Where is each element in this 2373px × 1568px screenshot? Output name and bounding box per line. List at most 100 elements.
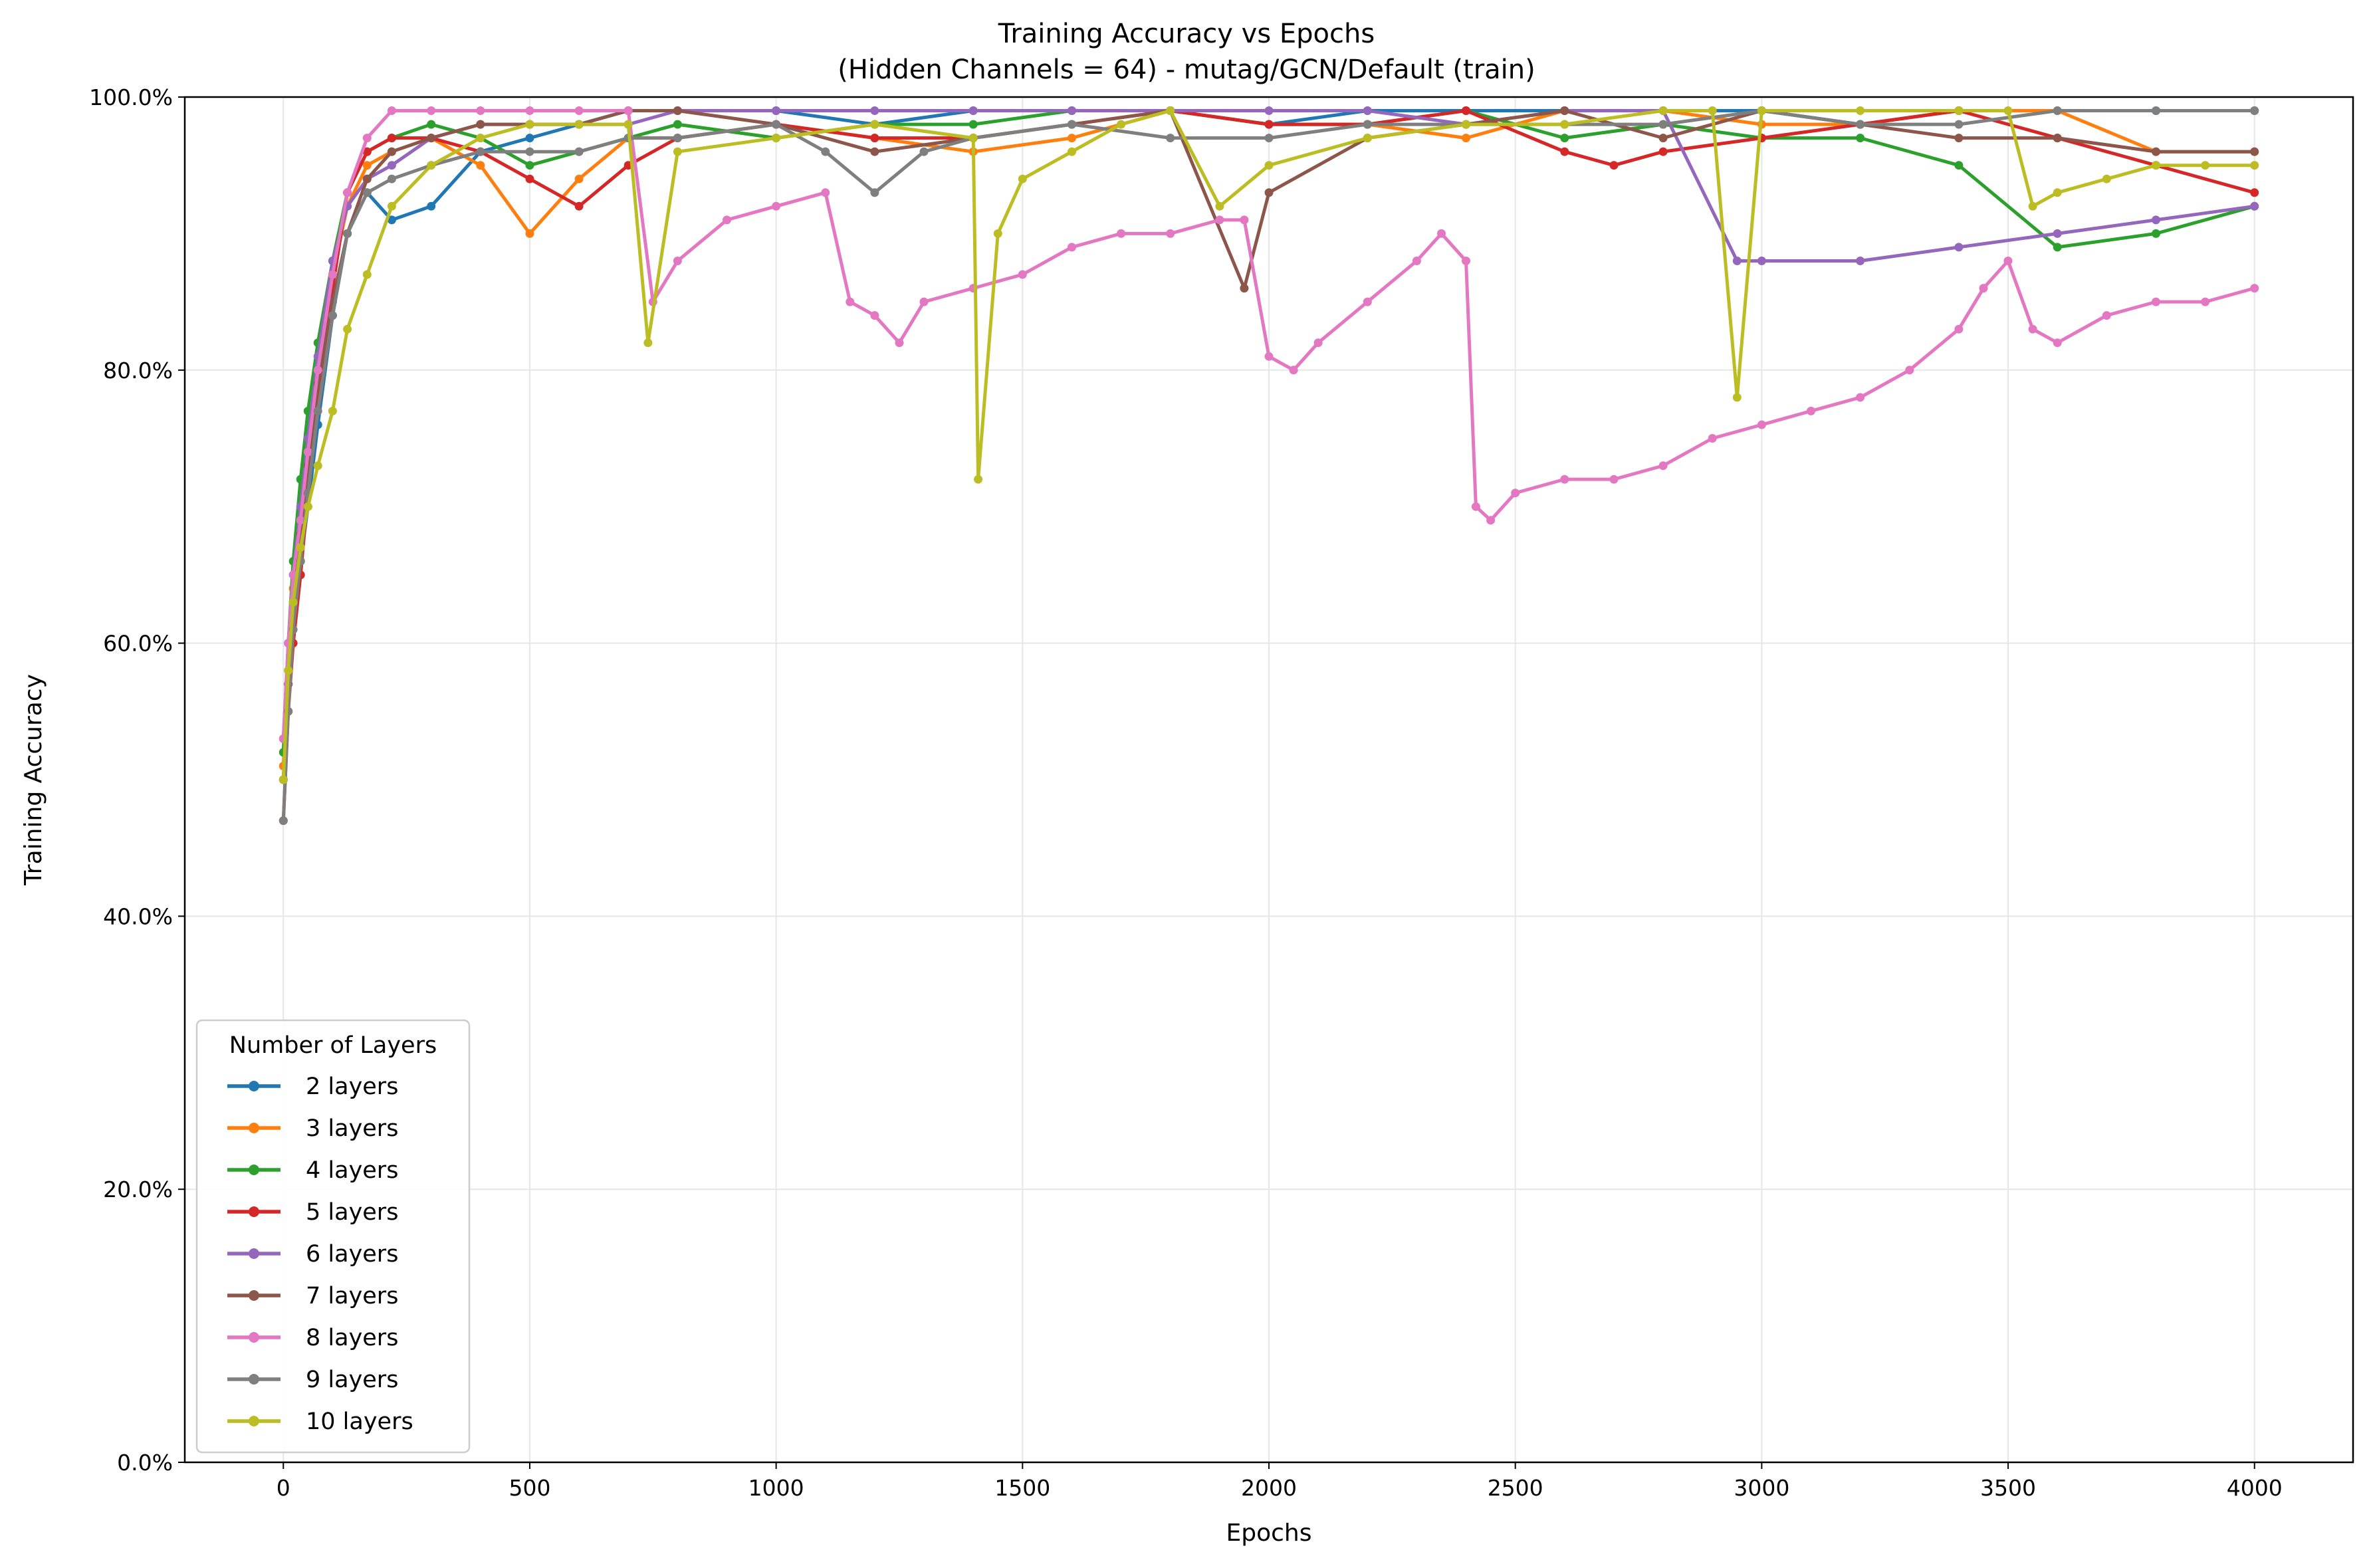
data-point (328, 406, 337, 415)
data-point (2201, 297, 2210, 306)
data-point (1068, 134, 1076, 143)
data-point (623, 120, 633, 129)
data-point (870, 147, 879, 156)
data-point (772, 106, 781, 115)
data-point (1166, 134, 1175, 143)
legend-swatch-marker (249, 1374, 259, 1385)
data-point (1658, 134, 1668, 143)
data-point (525, 134, 534, 143)
data-point (1856, 393, 1865, 402)
legend-label: 10 layers (306, 1408, 413, 1435)
data-point (1264, 120, 1274, 129)
data-point (2152, 297, 2160, 306)
data-point (1954, 120, 1964, 129)
data-point (2053, 188, 2062, 197)
data-point (1757, 106, 1766, 115)
data-point (2152, 229, 2160, 238)
data-point (673, 257, 682, 265)
data-point (1560, 134, 1569, 143)
legend-swatch-marker (249, 1206, 259, 1217)
data-point (343, 229, 352, 238)
series-line (281, 109, 2257, 782)
data-point (303, 502, 312, 511)
data-point (525, 106, 534, 115)
data-point (574, 106, 584, 115)
data-point (2102, 311, 2111, 320)
data-point (1313, 338, 1323, 348)
data-point (476, 106, 485, 115)
data-point (1018, 174, 1027, 183)
data-point (919, 297, 929, 306)
data-point (968, 106, 978, 115)
data-point (919, 147, 929, 156)
data-point (2053, 338, 2062, 348)
data-point (643, 338, 653, 348)
data-point (362, 161, 372, 170)
data-point (313, 406, 322, 415)
data-point (427, 106, 436, 115)
data-point (2152, 106, 2160, 115)
data-point (1289, 366, 1298, 375)
y-tick-label: 40.0% (103, 903, 173, 929)
data-point (328, 270, 337, 279)
data-point (574, 120, 584, 129)
data-point (772, 120, 781, 129)
data-point (1068, 147, 1076, 156)
data-point (993, 229, 1002, 238)
data-point (1166, 106, 1175, 115)
data-point (296, 516, 305, 525)
series-lines (279, 106, 2259, 826)
data-point (1979, 284, 1988, 293)
x-tick-label: 1000 (748, 1475, 804, 1501)
data-point (1511, 489, 1520, 498)
data-point (2053, 243, 2062, 252)
data-point (1658, 147, 1668, 156)
x-axis-label: Epochs (1226, 1519, 1312, 1547)
data-point (1412, 257, 1421, 265)
data-point (1757, 420, 1766, 429)
data-point (2201, 161, 2210, 170)
data-point (1471, 502, 1480, 511)
data-point (870, 188, 879, 197)
data-point (1018, 270, 1027, 279)
legend-swatch-marker (249, 1081, 259, 1091)
data-point (574, 147, 584, 156)
data-point (968, 120, 978, 129)
chart-subtitle: (Hidden Channels = 64) - mutag/GCN/Defau… (838, 55, 1535, 85)
data-point (895, 338, 904, 348)
data-point (303, 447, 312, 457)
data-point (525, 147, 534, 156)
data-point (846, 297, 855, 306)
x-tick-label: 4000 (2227, 1475, 2283, 1501)
data-point (387, 147, 396, 156)
data-point (1708, 106, 1717, 115)
data-point (2003, 106, 2013, 115)
series-10-layers (279, 106, 2259, 784)
data-point (387, 215, 396, 225)
data-point (427, 161, 436, 170)
data-point (284, 666, 293, 675)
data-point (1363, 297, 1372, 306)
data-point (673, 120, 682, 129)
x-tick-label: 500 (508, 1475, 550, 1501)
data-point (387, 106, 396, 115)
data-point (1807, 406, 1815, 415)
data-point (1954, 134, 1964, 143)
data-point (2250, 106, 2259, 115)
data-point (1658, 106, 1668, 115)
data-point (343, 324, 352, 334)
data-point (1856, 134, 1865, 143)
data-point (1363, 134, 1372, 143)
legend-label: 9 layers (306, 1367, 398, 1393)
x-tick-label: 2000 (1241, 1475, 1297, 1501)
data-point (1215, 201, 1224, 211)
data-point (2053, 134, 2062, 143)
data-point (2028, 201, 2037, 211)
data-point (2250, 201, 2259, 211)
data-point (476, 147, 485, 156)
legend: Number of Layers 2 layers 3 layers 4 layer… (195, 1019, 471, 1454)
legend-label: 4 layers (306, 1157, 398, 1184)
data-point (525, 161, 534, 170)
data-point (1609, 161, 1619, 170)
